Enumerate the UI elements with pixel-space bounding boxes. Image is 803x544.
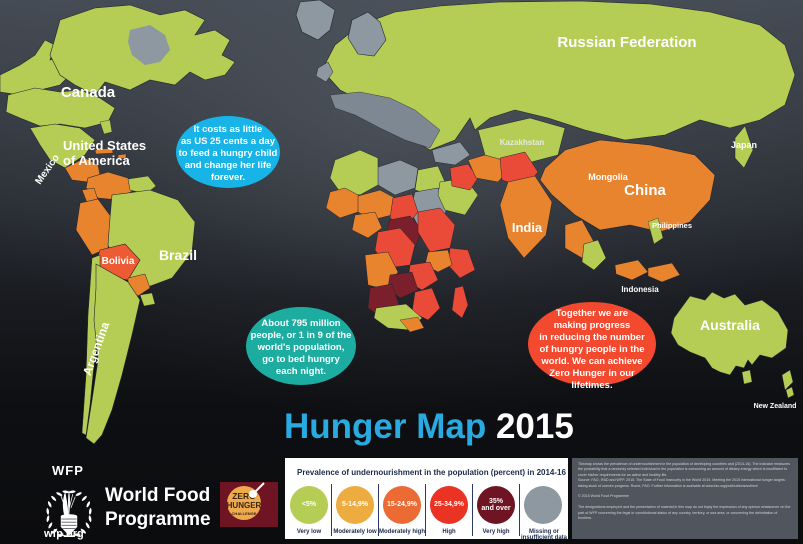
- svg-text:people, or 1 in 9 of the: people, or 1 in 9 of the: [251, 330, 352, 341]
- svg-text:Japan: Japan: [731, 140, 757, 150]
- svg-text:and change her life: and change her life: [185, 160, 272, 171]
- svg-text:Brazil: Brazil: [159, 247, 197, 263]
- svg-text:to feed a hungry child: to feed a hungry child: [179, 148, 278, 159]
- svg-text:Zero Hunger in our: Zero Hunger in our: [549, 368, 635, 379]
- svg-text:world's population,: world's population,: [257, 342, 345, 353]
- svg-text:making progress: making progress: [554, 320, 631, 331]
- svg-text:Kazakhstan: Kazakhstan: [500, 138, 545, 147]
- svg-text:lifetimes.: lifetimes.: [571, 380, 612, 391]
- svg-text:It costs as little: It costs as little: [194, 124, 263, 135]
- svg-text:of hungry people in the: of hungry people in the: [539, 344, 644, 355]
- svg-text:as US 25 cents a day: as US 25 cents a day: [181, 136, 276, 147]
- svg-text:each night.: each night.: [276, 366, 326, 377]
- svg-text:CHALLENGE: CHALLENGE: [232, 511, 257, 516]
- svg-text:of America: of America: [63, 153, 130, 168]
- svg-text:forever.: forever.: [211, 172, 245, 183]
- svg-text:Mongolia: Mongolia: [588, 172, 628, 182]
- svg-text:Canada: Canada: [61, 84, 116, 101]
- svg-text:China: China: [624, 182, 666, 199]
- svg-text:United States: United States: [63, 138, 146, 153]
- svg-text:Australia: Australia: [700, 317, 760, 333]
- svg-text:Bolivia: Bolivia: [102, 256, 135, 267]
- svg-text:HUNGER: HUNGER: [227, 501, 262, 510]
- svg-text:go to bed hungry: go to bed hungry: [262, 354, 340, 365]
- svg-text:Russian Federation: Russian Federation: [557, 34, 696, 51]
- svg-text:in reducing the number: in reducing the number: [539, 332, 645, 343]
- svg-text:About 795 million: About 795 million: [261, 318, 340, 329]
- svg-text:New Zealand: New Zealand: [754, 403, 797, 410]
- svg-text:Together we are: Together we are: [556, 308, 628, 319]
- svg-text:Philippines: Philippines: [652, 221, 692, 230]
- svg-text:world. We can achieve: world. We can achieve: [540, 356, 642, 367]
- svg-text:Indonesia: Indonesia: [621, 285, 659, 294]
- svg-text:Hunger Map 2015: Hunger Map 2015: [284, 407, 574, 446]
- svg-text:India: India: [512, 220, 543, 235]
